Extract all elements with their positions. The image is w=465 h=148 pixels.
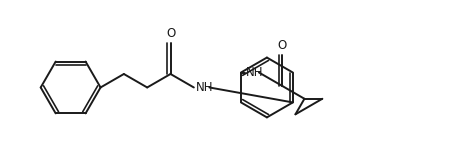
Text: O: O bbox=[278, 40, 287, 52]
Text: O: O bbox=[166, 28, 175, 41]
Text: NH: NH bbox=[246, 66, 263, 79]
Text: NH: NH bbox=[196, 81, 214, 94]
